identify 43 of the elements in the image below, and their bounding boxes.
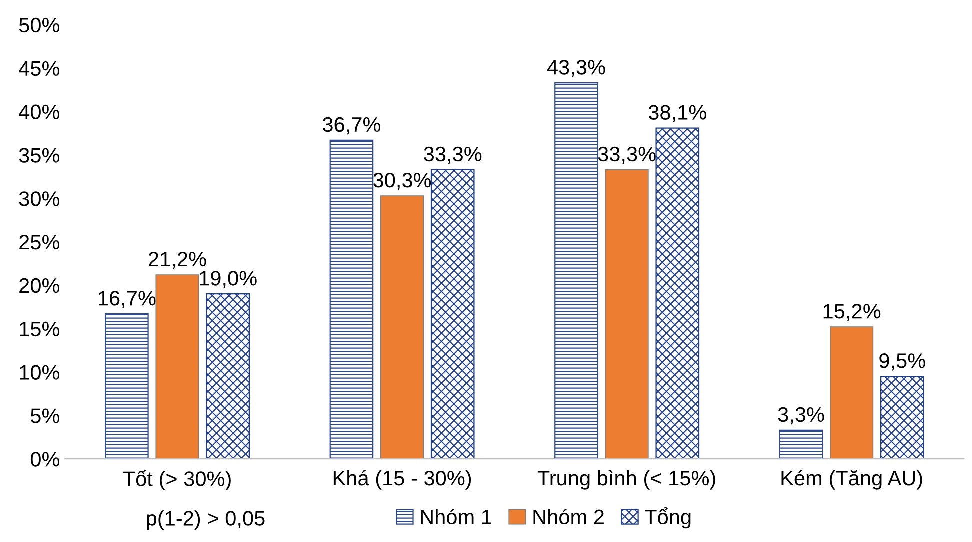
- data-label: 33,3%: [598, 146, 656, 164]
- y-tick-label: 50%: [19, 18, 60, 33]
- data-label: 19,0%: [200, 271, 257, 288]
- data-label: 3,3%: [778, 407, 824, 425]
- bar: [206, 294, 250, 460]
- legend-label: Nhóm 2: [534, 509, 604, 525]
- x-tick-label: Khá (15 - 30%): [334, 470, 472, 490]
- data-label: 43,3%: [547, 60, 606, 78]
- y-tick-label: 45%: [19, 61, 60, 76]
- bar: [656, 128, 700, 460]
- y-tick-label: 0%: [30, 452, 60, 467]
- y-tick-label: 10%: [20, 365, 60, 380]
- y-tick-label: 15%: [20, 322, 60, 337]
- y-tick-label: 20%: [20, 278, 60, 294]
- bar: [779, 430, 824, 460]
- x-tick-label: Tốt (> 30%): [123, 470, 231, 490]
- legend-label: Nhóm 1: [421, 509, 492, 525]
- bar: [430, 169, 475, 460]
- bar: [380, 196, 424, 460]
- y-tick-label: 35%: [19, 148, 60, 163]
- data-label: 36,7%: [322, 117, 381, 135]
- y-tick-label: 30%: [19, 192, 60, 206]
- text: p(1-2) > 0,05: [147, 510, 265, 530]
- y-tick-label: 40%: [19, 104, 60, 120]
- bar: [105, 314, 149, 460]
- y-tick-label: 25%: [20, 235, 60, 250]
- data-label: 15,2%: [824, 304, 881, 322]
- bar: [554, 82, 598, 460]
- data-label: 16,7%: [98, 291, 156, 308]
- data-label: 33,3%: [424, 146, 482, 164]
- x-tick-label: Trung bình (< 15%): [538, 470, 716, 490]
- legend-label: Tổng: [645, 508, 691, 529]
- bar: [156, 274, 200, 460]
- data-label: 21,2%: [149, 252, 206, 270]
- bar: [880, 376, 924, 460]
- data-label: 9,5%: [880, 354, 926, 371]
- bar: [330, 140, 374, 460]
- bar: [830, 326, 874, 460]
- x-tick-label: Kém (Tăng AU): [782, 470, 922, 490]
- data-label: 30,3%: [374, 172, 432, 190]
- y-tick-label: 5%: [30, 408, 60, 424]
- data-label: 38,1%: [648, 105, 706, 122]
- bar: [605, 170, 649, 460]
